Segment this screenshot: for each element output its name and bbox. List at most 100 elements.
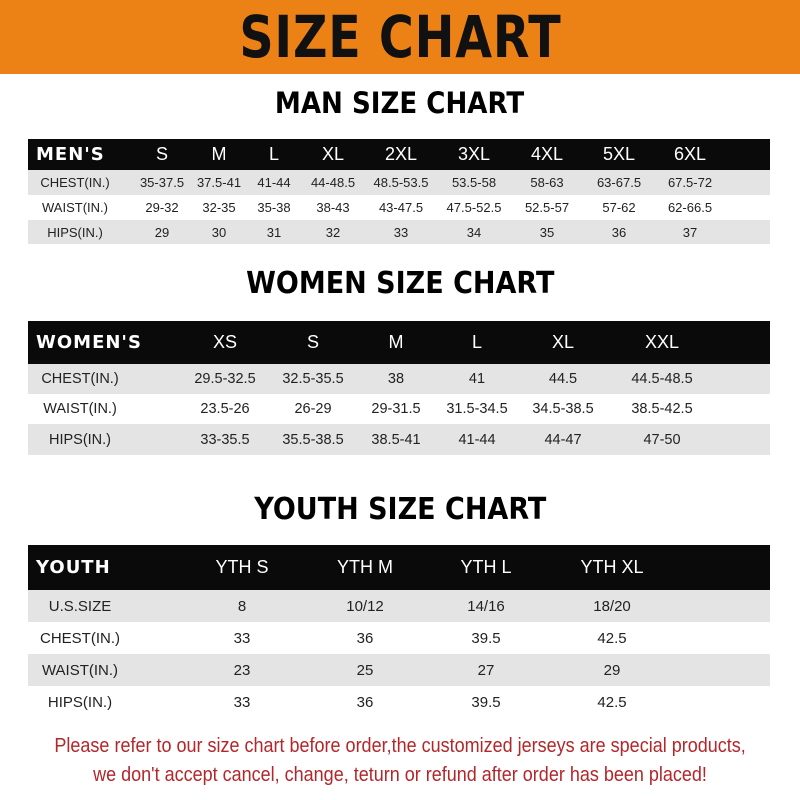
size-header: 3XL xyxy=(457,144,491,164)
size-value: 37 xyxy=(682,224,698,240)
size-value: 44.5 xyxy=(548,371,578,387)
size-value: 36 xyxy=(356,629,374,647)
size-value: 35.5-38.5 xyxy=(282,431,344,448)
size-value: 32 xyxy=(325,224,341,240)
table-row: WAIST(IN.) 23.5-26 26-29 29-31.5 31.5-34.5 34… xyxy=(28,394,770,424)
header-row: MEN'S S M L XL 2XL 3XL 4XL 5XL 6XL xyxy=(28,139,770,170)
size-value: 23.5-26 xyxy=(200,401,250,417)
youth-title-text: YOUTH SIZE CHART xyxy=(253,492,547,527)
size-value: 35-37.5 xyxy=(139,175,185,190)
size-value: 25 xyxy=(356,661,374,679)
size-value: 29 xyxy=(154,224,170,240)
table-row: CHEST(IN.) 33 36 39.5 42.5 xyxy=(28,622,770,654)
banner-title: SIZE CHART xyxy=(238,3,562,71)
size-value: 63-67.5 xyxy=(596,175,642,190)
size-value: 44-47 xyxy=(544,431,582,448)
table-row: HIPS(IN.) 33 36 39.5 42.5 xyxy=(28,686,770,718)
size-header: YTH M xyxy=(337,557,393,577)
size-value: 38 xyxy=(387,371,405,387)
notice-text-2: we don't accept cancel, change, teturn o… xyxy=(93,764,707,786)
size-value: 27 xyxy=(477,661,495,679)
size-value: 31.5-34.5 xyxy=(446,401,508,417)
measurement-label: WAIST(IN.) xyxy=(41,661,119,679)
size-value: 57-62 xyxy=(602,200,636,215)
size-value: 35 xyxy=(539,224,555,240)
size-value: 33-35.5 xyxy=(200,431,250,448)
size-value: 38-43 xyxy=(316,200,350,215)
size-value: 38.5-41 xyxy=(371,431,421,448)
size-value: 10/12 xyxy=(346,597,384,615)
size-header: M xyxy=(388,332,404,352)
size-value: 41 xyxy=(468,371,486,387)
men-title-text: MAN SIZE CHART xyxy=(275,86,525,120)
size-value: 39.5 xyxy=(471,629,501,647)
size-value: 42.5 xyxy=(597,693,627,711)
size-value: 29 xyxy=(603,661,621,679)
size-header: 4XL xyxy=(530,144,564,164)
measurement-label: WAIST(IN.) xyxy=(43,401,117,417)
women-section-title: WOMEN SIZE CHART xyxy=(0,266,800,301)
table-row: WAIST(IN.) 29-32 32-35 35-38 38-43 43-47.5 47.… xyxy=(28,195,770,220)
table-row: U.S.SIZE 8 10/12 14/16 18/20 xyxy=(28,590,770,622)
size-value: 26-29 xyxy=(294,401,332,417)
title-banner: SIZE CHART xyxy=(0,0,800,74)
size-header: M xyxy=(211,144,227,164)
size-header: XL xyxy=(321,144,345,164)
table-row: HIPS(IN.) 29 30 31 32 33 34 35 36 37 xyxy=(28,220,770,244)
table-heading: WOMEN'S xyxy=(36,332,142,353)
size-value: 47.5-52.5 xyxy=(446,200,502,215)
size-header: XXL xyxy=(644,332,680,352)
size-value: 35-38 xyxy=(257,200,291,215)
youth-size-table: YOUTH YTH S YTH M YTH L YTH XL U.S.SIZE 8 10/12… xyxy=(28,545,770,718)
youth-section-title: YOUTH SIZE CHART xyxy=(0,492,800,527)
size-value: 58-63 xyxy=(530,175,564,190)
size-header: YTH XL xyxy=(580,557,644,577)
measurement-label: U.S.SIZE xyxy=(48,597,112,615)
size-header: YTH L xyxy=(460,557,512,577)
measurement-label: CHEST(IN.) xyxy=(41,371,119,387)
size-value: 29.5-32.5 xyxy=(194,371,256,387)
women-size-table: WOMEN'S XS S M L XL XXL CHEST(IN.) 29.5-32.5 32.5… xyxy=(28,321,770,455)
measurement-label: HIPS(IN.) xyxy=(48,431,112,448)
table-row: WAIST(IN.) 23 25 27 29 xyxy=(28,654,770,686)
size-value: 34 xyxy=(466,224,482,240)
size-header: YTH S xyxy=(215,557,269,577)
size-value: 41-44 xyxy=(458,431,496,448)
size-value: 48.5-53.5 xyxy=(373,175,429,190)
size-value: 39.5 xyxy=(471,693,501,711)
measurement-label: HIPS(IN.) xyxy=(47,693,113,711)
size-header: 2XL xyxy=(384,144,418,164)
size-header: S xyxy=(155,144,169,164)
notice-line-1: Please refer to our size chart before or… xyxy=(0,735,800,758)
size-value: 47-50 xyxy=(643,431,681,448)
size-value: 43-47.5 xyxy=(378,200,424,215)
size-value: 52.5-57 xyxy=(524,200,570,215)
header-row: YOUTH YTH S YTH M YTH L YTH XL xyxy=(28,545,770,590)
size-header: S xyxy=(306,332,320,352)
size-value: 23 xyxy=(233,661,251,679)
size-value: 38.5-42.5 xyxy=(631,401,693,417)
size-header: 5XL xyxy=(602,144,636,164)
size-value: 34.5-38.5 xyxy=(532,401,594,417)
size-value: 53.5-58 xyxy=(451,175,497,190)
measurement-label: HIPS(IN.) xyxy=(47,224,103,240)
size-header: XS xyxy=(212,332,238,352)
men-size-table: MEN'S S M L XL 2XL 3XL 4XL 5XL 6XL CHEST(IN.) 35-37… xyxy=(28,139,770,244)
table-row: HIPS(IN.) 33-35.5 35.5-38.5 38.5-41 41-44 44-… xyxy=(28,424,770,455)
size-value: 33 xyxy=(233,693,251,711)
table-row: CHEST(IN.) 29.5-32.5 32.5-35.5 38 41 44.5 44.5… xyxy=(28,364,770,394)
size-value: 31 xyxy=(266,224,282,240)
size-value: 41-44 xyxy=(257,175,291,190)
size-value: 62-66.5 xyxy=(667,200,713,215)
size-value: 32-35 xyxy=(202,200,236,215)
size-header: L xyxy=(471,332,483,352)
size-value: 36 xyxy=(356,693,374,711)
women-title-text: WOMEN SIZE CHART xyxy=(245,266,555,301)
size-value: 42.5 xyxy=(597,629,627,647)
size-value: 33 xyxy=(393,224,409,240)
size-header: 6XL xyxy=(673,144,707,164)
size-value: 18/20 xyxy=(593,597,631,615)
size-header: XL xyxy=(551,332,575,352)
table-heading: MEN'S xyxy=(36,144,105,165)
